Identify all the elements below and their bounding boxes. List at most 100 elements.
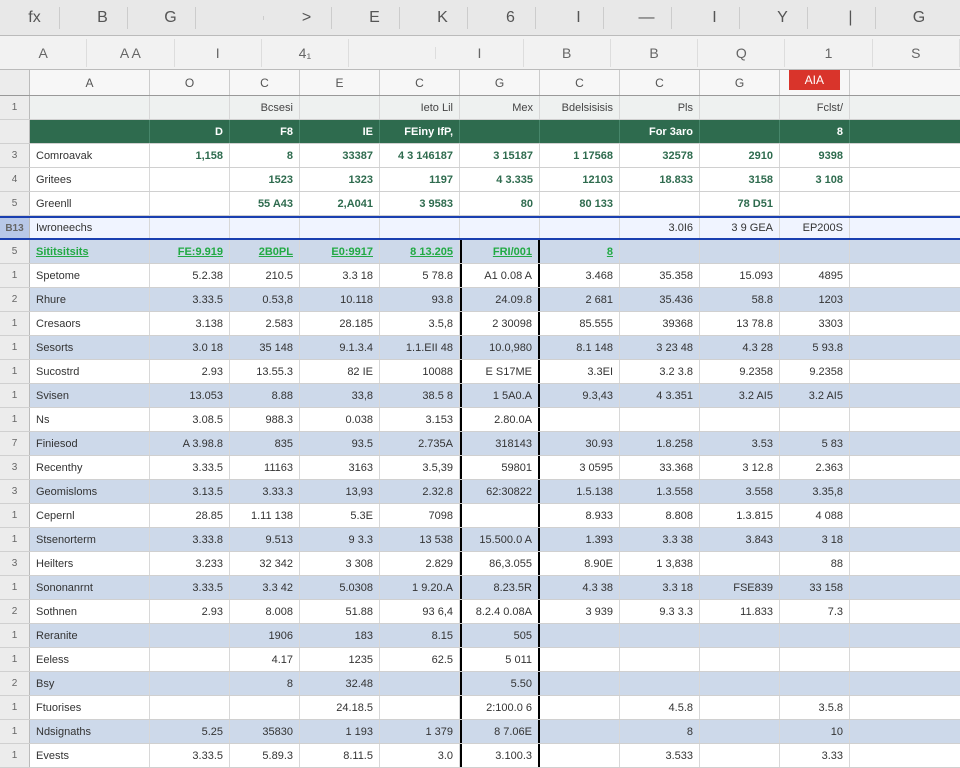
cell[interactable]: 1.1.EII 48 (380, 336, 460, 359)
row-label[interactable]: Heilters (30, 552, 150, 575)
cell[interactable] (230, 696, 300, 719)
cell[interactable] (700, 240, 780, 263)
cell[interactable]: For 3aro (620, 120, 700, 143)
cell[interactable]: 4895 (780, 264, 850, 287)
cell[interactable]: 32578 (620, 144, 700, 167)
cell[interactable]: F8 (230, 120, 300, 143)
cell[interactable] (700, 96, 780, 119)
cell[interactable] (460, 504, 540, 527)
cell[interactable]: 9.513 (230, 528, 300, 551)
cell[interactable]: 1 9.20.A (380, 576, 460, 599)
cell[interactable]: 3163 (300, 456, 380, 479)
cell[interactable]: 2.93 (150, 600, 230, 623)
row-label[interactable]: Sititsitsits (30, 240, 150, 263)
cell[interactable]: 3.33.5 (150, 744, 230, 767)
cell[interactable]: IE (300, 120, 380, 143)
cell[interactable]: 8.808 (620, 504, 700, 527)
cell[interactable]: 3.138 (150, 312, 230, 335)
cell[interactable]: 10088 (380, 360, 460, 383)
cell[interactable] (620, 192, 700, 215)
row-number[interactable]: 1 (0, 648, 30, 671)
cell[interactable]: 3.33 (780, 744, 850, 767)
column-header[interactable]: G (700, 70, 780, 95)
cell[interactable]: 33.368 (620, 456, 700, 479)
cell[interactable]: 3303 (780, 312, 850, 335)
cell[interactable]: 13.55.3 (230, 360, 300, 383)
row-label[interactable]: Stsenorterm (30, 528, 150, 551)
cell[interactable]: 4 3.351 (620, 384, 700, 407)
cell[interactable]: 1 379 (380, 720, 460, 743)
row-number[interactable]: 2 (0, 672, 30, 695)
cell[interactable]: 2.363 (780, 456, 850, 479)
toolbar-button[interactable]: | (826, 7, 876, 29)
cell[interactable]: 4 3 146187 (380, 144, 460, 167)
row-number[interactable]: 3 (0, 552, 30, 575)
cell[interactable]: 1.11 138 (230, 504, 300, 527)
cell[interactable] (150, 624, 230, 647)
cell[interactable]: 3 0595 (540, 456, 620, 479)
toolbar-button[interactable]: — (622, 7, 672, 29)
cell[interactable]: 5.25 (150, 720, 230, 743)
cell[interactable]: 5 83 (780, 432, 850, 455)
cell[interactable]: 3.153 (380, 408, 460, 431)
cell[interactable]: 24.18.5 (300, 696, 380, 719)
cell[interactable]: 2.93 (150, 360, 230, 383)
table-row[interactable]: 2Bsy832.485.50 (0, 672, 960, 696)
cell[interactable]: Bcsesi (230, 96, 300, 119)
row-label[interactable]: Rhure (30, 288, 150, 311)
toolbar-button[interactable]: Y (758, 7, 808, 29)
column-header[interactable]: A (30, 70, 150, 95)
cell[interactable]: 3.5.8 (780, 696, 850, 719)
cell[interactable]: 835 (230, 432, 300, 455)
toolbar-button[interactable]: B (78, 7, 128, 29)
cell[interactable]: 35830 (230, 720, 300, 743)
cell[interactable]: 11163 (230, 456, 300, 479)
row-label[interactable]: Gritees (30, 168, 150, 191)
cell[interactable]: 5 011 (460, 648, 540, 671)
cell[interactable] (620, 648, 700, 671)
cell[interactable]: 2:100.0 6 (460, 696, 540, 719)
cell[interactable]: 80 (460, 192, 540, 215)
cell[interactable]: 2 681 (540, 288, 620, 311)
cell[interactable]: 55 A43 (230, 192, 300, 215)
cell[interactable]: 86,3.055 (460, 552, 540, 575)
cell[interactable]: 0.53,8 (230, 288, 300, 311)
cell[interactable]: 1235 (300, 648, 380, 671)
cell[interactable]: 3.0 (380, 744, 460, 767)
cell[interactable]: 28.85 (150, 504, 230, 527)
table-row[interactable]: 5Greenll55 A432,A0413 95838080 13378 D51 (0, 192, 960, 216)
cell[interactable] (700, 624, 780, 647)
cell[interactable]: 3.533 (620, 744, 700, 767)
cell[interactable]: 1.3.558 (620, 480, 700, 503)
cell[interactable]: Ieto Lil (380, 96, 460, 119)
cell[interactable]: 1197 (380, 168, 460, 191)
cell[interactable]: 8 13.205 (380, 240, 460, 263)
cell[interactable] (540, 672, 620, 695)
table-row[interactable]: 1Reranite19061838.15505 (0, 624, 960, 648)
cell[interactable]: 1 3,838 (620, 552, 700, 575)
cell[interactable]: 3.3 18 (300, 264, 380, 287)
row-number[interactable]: 1 (0, 408, 30, 431)
column-header[interactable]: G (460, 70, 540, 95)
toolbar-button[interactable]: > (282, 7, 332, 29)
cell[interactable]: 12103 (540, 168, 620, 191)
cell[interactable] (620, 624, 700, 647)
cell[interactable]: 1323 (300, 168, 380, 191)
cell[interactable]: 3.33.3 (230, 480, 300, 503)
cell[interactable]: 2.32.8 (380, 480, 460, 503)
row-label[interactable]: Greenll (30, 192, 150, 215)
cell[interactable]: 1.393 (540, 528, 620, 551)
cell[interactable] (700, 648, 780, 671)
cell[interactable]: 3.3 38 (620, 528, 700, 551)
cell[interactable]: 28.185 (300, 312, 380, 335)
toolbar-button[interactable]: G (894, 7, 944, 29)
cell[interactable]: 51.88 (300, 600, 380, 623)
toolbar-button[interactable]: K (418, 7, 468, 29)
row-label[interactable]: Sothnen (30, 600, 150, 623)
cell[interactable]: 3.3 42 (230, 576, 300, 599)
cell[interactable]: 1 17568 (540, 144, 620, 167)
row-number[interactable]: 1 (0, 576, 30, 599)
cell[interactable]: 8.23.5R (460, 576, 540, 599)
cell[interactable]: 3.33.5 (150, 576, 230, 599)
row-label[interactable]: Sononanrnt (30, 576, 150, 599)
